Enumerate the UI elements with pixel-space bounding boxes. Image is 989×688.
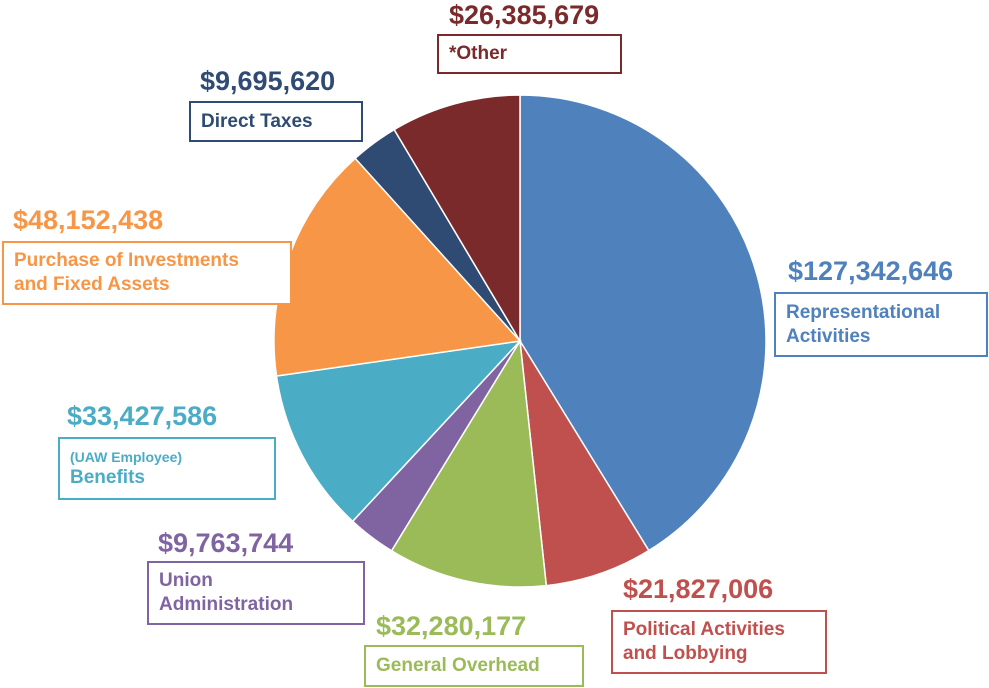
- text-direct-taxes-1: Direct Taxes: [201, 110, 313, 132]
- pie-slice-other: [393, 94, 521, 344]
- text-benefits-sub: (UAW Employee): [70, 448, 183, 465]
- box-other: *Other: [437, 34, 622, 74]
- pie-slice-benefits: [275, 339, 522, 523]
- amount-other: $26,385,679: [449, 0, 600, 30]
- text-union-admin-1: Union: [159, 570, 213, 591]
- text-investments-2: and Fixed Assets: [14, 274, 170, 295]
- amount-union-admin: $9,763,744: [158, 528, 294, 558]
- amount-representational: $127,342,646: [788, 256, 954, 286]
- amount-overhead: $32,280,177: [376, 611, 527, 641]
- box-direct-taxes: Direct Taxes: [189, 101, 363, 142]
- text-benefits-1: Benefits: [70, 466, 145, 488]
- box-investments: Purchase of Investments and Fixed Assets: [2, 241, 292, 305]
- box-benefits: (UAW Employee) Benefits: [58, 437, 276, 500]
- pie-slice-overhead: [390, 338, 548, 588]
- text-union-admin-2: Administration: [159, 594, 294, 615]
- box-overhead: General Overhead: [364, 645, 584, 687]
- box-representational: Representational Activities: [774, 292, 988, 357]
- text-overhead-1: General Overhead: [376, 655, 540, 676]
- text-political-1: Political Activities: [623, 619, 785, 640]
- amount-benefits: $33,427,586: [67, 401, 218, 431]
- pie-slice-representational: [519, 94, 767, 552]
- text-representational-2: Activities: [786, 325, 871, 347]
- text-investments-1: Purchase of Investments: [14, 250, 239, 271]
- text-political-2: and Lobbying: [623, 643, 748, 664]
- pie-slice-political: [519, 340, 650, 587]
- text-representational-1: Representational: [786, 301, 941, 323]
- text-other-1: *Other: [449, 43, 508, 64]
- box-political: Political Activities and Lobbying: [611, 610, 827, 674]
- amount-direct-taxes: $9,695,620: [200, 66, 336, 96]
- box-union-admin: Union Administration: [147, 561, 365, 625]
- amount-investments: $48,152,438: [13, 205, 164, 235]
- amount-political: $21,827,006: [623, 574, 774, 604]
